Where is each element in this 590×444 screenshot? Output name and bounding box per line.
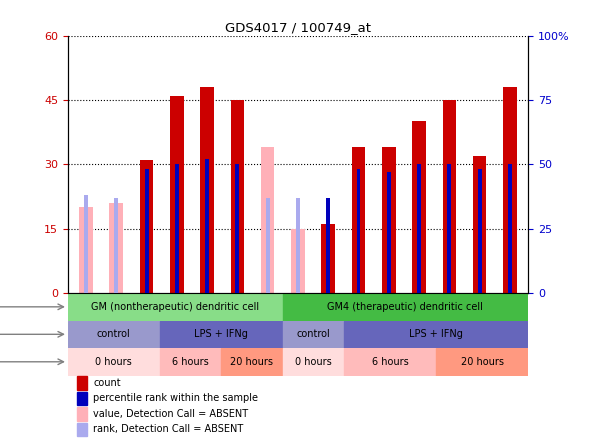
Text: 0 hours: 0 hours (96, 357, 132, 367)
Bar (412, 121, 426, 293)
Bar (205, 159, 209, 293)
Bar (160, 348, 221, 376)
Text: 20 hours: 20 hours (461, 357, 503, 367)
Bar (447, 164, 451, 293)
Text: 6 hours: 6 hours (172, 357, 209, 367)
Bar (387, 172, 391, 293)
Bar (436, 348, 528, 376)
Bar (283, 348, 344, 376)
Bar (417, 164, 421, 293)
Bar (114, 198, 118, 293)
Bar (261, 147, 274, 293)
Bar (322, 224, 335, 293)
Bar (382, 147, 395, 293)
Bar (145, 170, 149, 293)
Bar (508, 164, 512, 293)
Text: LPS + IFNg: LPS + IFNg (194, 329, 248, 339)
Bar (473, 156, 486, 293)
Bar (283, 293, 528, 321)
Bar (356, 170, 360, 293)
Text: GM (nontherapeutic) dendritic cell: GM (nontherapeutic) dendritic cell (91, 302, 259, 312)
Bar (503, 87, 517, 293)
Bar (221, 348, 283, 376)
Text: rank, Detection Call = ABSENT: rank, Detection Call = ABSENT (93, 424, 244, 434)
Bar (344, 321, 528, 348)
Bar (170, 95, 183, 293)
Bar (84, 195, 88, 293)
Bar (478, 170, 481, 293)
Bar (291, 229, 305, 293)
Text: control: control (97, 329, 131, 339)
Title: GDS4017 / 100749_at: GDS4017 / 100749_at (225, 21, 371, 34)
Bar (296, 198, 300, 293)
Text: GM4 (therapeutic) dendritic cell: GM4 (therapeutic) dendritic cell (327, 302, 483, 312)
Bar (326, 198, 330, 293)
Bar (77, 376, 87, 390)
Bar (110, 203, 123, 293)
Bar (77, 407, 87, 420)
Text: LPS + IFNg: LPS + IFNg (409, 329, 463, 339)
Bar (68, 348, 160, 376)
Bar (442, 100, 456, 293)
Bar (140, 160, 153, 293)
Text: 20 hours: 20 hours (231, 357, 273, 367)
Text: percentile rank within the sample: percentile rank within the sample (93, 393, 258, 404)
Text: control: control (296, 329, 330, 339)
Bar (77, 423, 87, 436)
Bar (201, 87, 214, 293)
Bar (160, 321, 283, 348)
Bar (344, 348, 436, 376)
Bar (68, 293, 283, 321)
Bar (352, 147, 365, 293)
Text: 0 hours: 0 hours (295, 357, 332, 367)
Bar (283, 321, 344, 348)
Bar (266, 198, 270, 293)
Bar (175, 164, 179, 293)
Bar (79, 207, 93, 293)
Text: 6 hours: 6 hours (372, 357, 408, 367)
Text: value, Detection Call = ABSENT: value, Detection Call = ABSENT (93, 409, 248, 419)
Text: count: count (93, 378, 121, 388)
Bar (235, 164, 240, 293)
Bar (68, 321, 160, 348)
Bar (77, 392, 87, 405)
Bar (231, 100, 244, 293)
